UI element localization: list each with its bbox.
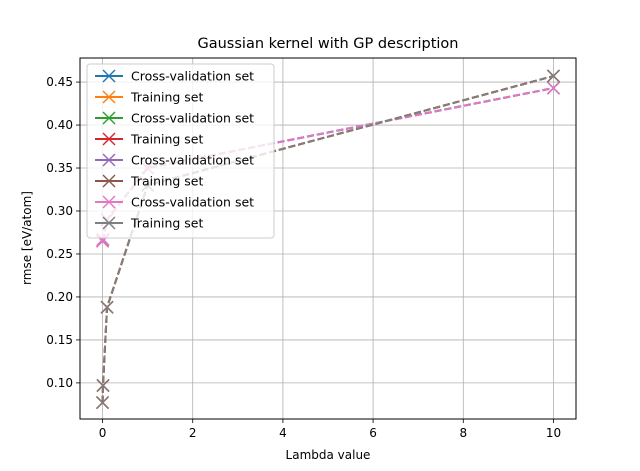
y-tick-label: 0.25 xyxy=(46,247,73,261)
legend-marker xyxy=(102,174,116,188)
data-point-marker xyxy=(546,81,560,95)
x-axis-label: Lambda value xyxy=(286,448,371,462)
legend-entry: Training set xyxy=(95,174,203,189)
legend-marker xyxy=(102,153,116,167)
legend-label: Training set xyxy=(130,132,203,147)
y-tick-label: 0.30 xyxy=(46,204,73,218)
x-axis-ticks: 0 2 4 6 8 10 xyxy=(99,419,561,440)
data-point-marker xyxy=(96,396,110,410)
y-axis-ticks: 0.10 0.15 0.20 0.25 0.30 0.35 0.40 0.45 xyxy=(46,75,80,390)
y-tick-label: 0.40 xyxy=(46,118,73,132)
grid xyxy=(80,58,576,419)
y-tick-label: 0.10 xyxy=(46,376,73,390)
legend-label: Cross-validation set xyxy=(131,111,254,126)
legend-marker xyxy=(102,195,116,209)
legend-entry: Cross-validation set xyxy=(95,111,254,126)
chart-title: Gaussian kernel with GP description xyxy=(198,36,459,52)
data-point-marker xyxy=(546,69,560,83)
legend-marker xyxy=(102,69,116,83)
x-tick-label: 0 xyxy=(99,426,107,440)
x-tick-label: 6 xyxy=(369,426,377,440)
y-tick-label: 0.35 xyxy=(46,161,73,175)
legend-entry: Training set xyxy=(95,132,203,147)
x-tick-label: 10 xyxy=(546,426,561,440)
legend: Cross-validation set Training set Cross-va… xyxy=(86,63,275,239)
legend-entry: Cross-validation set xyxy=(95,153,254,168)
legend-label: Training set xyxy=(130,174,203,189)
x-tick-label: 8 xyxy=(459,426,467,440)
legend-entry: Training set xyxy=(95,90,203,105)
legend-label: Cross-validation set xyxy=(131,195,254,210)
legend-marker xyxy=(102,90,116,104)
plot-area-frame xyxy=(79,57,577,420)
legend-entry: Cross-validation set xyxy=(95,69,254,84)
legend-box xyxy=(86,63,275,239)
y-tick-label: 0.45 xyxy=(46,75,73,89)
legend-marker xyxy=(102,132,116,146)
data-point-marker xyxy=(100,300,114,314)
x-tick-label: 4 xyxy=(279,426,287,440)
x-tick-label: 2 xyxy=(189,426,197,440)
legend-entry: Cross-validation set xyxy=(95,195,254,210)
legend-marker xyxy=(102,111,116,125)
legend-marker xyxy=(102,216,116,230)
legend-label: Cross-validation set xyxy=(131,69,254,84)
y-tick-label: 0.15 xyxy=(46,333,73,347)
legend-label: Training set xyxy=(130,216,203,231)
data-point-marker xyxy=(96,378,110,392)
y-tick-label: 0.20 xyxy=(46,290,73,304)
y-axis-label: rmse [eV/atom] xyxy=(20,191,34,285)
legend-label: Cross-validation set xyxy=(131,153,254,168)
legend-entry: Training set xyxy=(95,216,203,231)
legend-label: Training set xyxy=(130,90,203,105)
